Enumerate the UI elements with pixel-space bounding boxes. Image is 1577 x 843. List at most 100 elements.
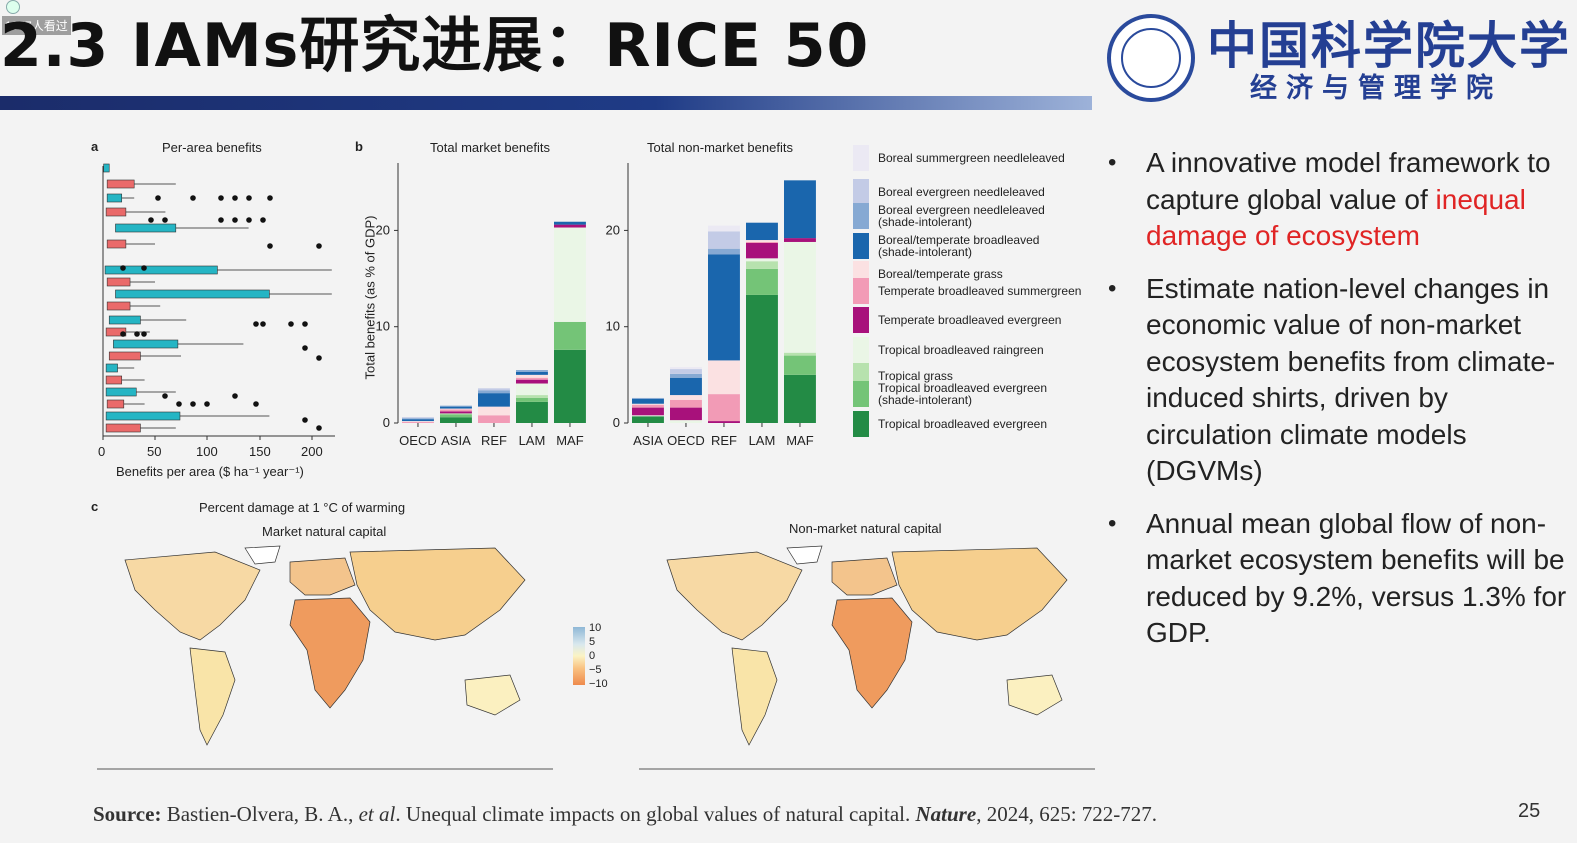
- legend-label: Tropical broadleaved evergreen: [878, 417, 1047, 431]
- bar-segment: [554, 321, 586, 350]
- bar-segment: [670, 369, 702, 374]
- legend-item: Tropical broadleaved evergreen (shade-in…: [853, 381, 1047, 407]
- bar-segment: [670, 407, 702, 421]
- panel-a-xtick-150: 150: [249, 444, 271, 459]
- legend-swatch: [853, 381, 869, 407]
- scale-tick-neg10: −10: [589, 678, 608, 690]
- legend-label: Boreal evergreen needleleaved (shade-int…: [878, 203, 1045, 229]
- country-region: [464, 674, 521, 716]
- bar-segment: [478, 406, 510, 416]
- panel-a-xtick-100: 100: [196, 444, 218, 459]
- legend-item: Boreal evergreen needleleaved (shade-int…: [853, 203, 1045, 229]
- bar-segment: [478, 415, 510, 423]
- legend-swatch: [853, 337, 869, 363]
- category-label: REF: [481, 433, 507, 448]
- page-number: 25: [1518, 800, 1541, 822]
- bar-segment: [670, 420, 702, 423]
- category-label: ASIA: [633, 433, 663, 448]
- outlier-point: [162, 217, 168, 223]
- country-region: [349, 547, 526, 641]
- box: [105, 411, 181, 421]
- outlier-point: [316, 355, 322, 361]
- panel-a-boxplot: [102, 163, 335, 440]
- category-label: LAM: [749, 433, 776, 448]
- legend-swatch: [853, 307, 869, 333]
- country-region: [831, 597, 913, 709]
- legend-item: Boreal summergreen needleleaved: [853, 145, 1065, 171]
- box: [108, 351, 141, 361]
- bar-segment: [632, 397, 664, 399]
- country-region: [786, 545, 823, 565]
- legend-label: Tropical broadleaved raingreen: [878, 343, 1044, 357]
- box: [115, 289, 270, 299]
- bar-segment: [440, 405, 472, 407]
- country-region: [189, 647, 236, 746]
- bullet-text: Annual mean global flow of non-market ec…: [1146, 507, 1567, 649]
- bar-segment: [516, 377, 548, 380]
- map-nonmarket-title: Non-market natural capital: [789, 521, 942, 536]
- outlier-point: [134, 331, 140, 337]
- bar-segment: [670, 377, 702, 396]
- y-tick-label: 20: [606, 222, 620, 237]
- legend-item: Boreal/temperate broadleaved (shade-into…: [853, 233, 1039, 259]
- outlier-point: [246, 217, 252, 223]
- slide-title: 2.3 IAMs研究进展：RICE 50: [0, 11, 870, 81]
- box: [106, 277, 131, 287]
- box: [105, 375, 123, 385]
- y-tick-label: 0: [383, 415, 390, 430]
- category-label: OECD: [667, 433, 705, 448]
- panel-a-xtick-50: 50: [147, 444, 162, 459]
- legend-label: Boreal evergreen needleleaved: [878, 185, 1045, 199]
- bar-segment: [554, 349, 586, 423]
- bar-segment: [632, 407, 664, 416]
- bar-segment: [708, 360, 740, 395]
- bar-segment: [670, 373, 702, 378]
- bar-segment: [440, 417, 472, 423]
- bar-segment: [708, 421, 740, 423]
- y-tick-label: 10: [606, 319, 620, 334]
- bullet-text: Estimate nation-level changes in economi…: [1146, 272, 1556, 487]
- outlier-point: [232, 195, 238, 201]
- box: [103, 163, 110, 173]
- nonmarket-benefits-chart: 0 10 20 ASIA OECD REF LAM MAF: [606, 163, 816, 448]
- school-name: 经济与管理学院: [1250, 73, 1502, 104]
- outlier-point: [162, 393, 168, 399]
- figure: a Per-area benefits 0 50 100 150 200 Ben…: [91, 139, 1095, 770]
- outlier-point: [260, 217, 266, 223]
- country-region: [289, 597, 371, 709]
- bar-segment: [746, 294, 778, 423]
- panel-a-letter: a: [91, 139, 99, 154]
- box: [105, 387, 137, 397]
- bar-segment: [478, 388, 510, 391]
- market-damage-map: [97, 545, 553, 770]
- bar-segment: [402, 418, 434, 420]
- university-seal-inner-ring: [1121, 28, 1181, 88]
- bar-segment: [784, 238, 816, 242]
- box: [106, 239, 127, 249]
- y-tick-label: 0: [613, 415, 620, 430]
- bar-segment: [784, 241, 816, 353]
- legend-swatch: [853, 278, 869, 304]
- bar-segment: [554, 227, 586, 322]
- source-citation: Source: Bastien-Olvera, B. A., et al. Un…: [93, 802, 1157, 827]
- y-tick-label: 20: [376, 222, 390, 237]
- bullet-list: A innovative model framework to capture …: [1108, 145, 1577, 668]
- y-tick-label: 10: [376, 319, 390, 334]
- legend-item: Tropical broadleaved raingreen: [853, 337, 1044, 363]
- country-region: [289, 557, 356, 596]
- outlier-point: [155, 195, 161, 201]
- outlier-point: [288, 321, 294, 327]
- legend-label: Tropical broadleaved evergreen (shade-in…: [878, 381, 1047, 407]
- bar-segment: [554, 224, 586, 228]
- bar-segment: [632, 415, 664, 417]
- bar-segment: [632, 416, 664, 423]
- country-region: [666, 551, 803, 641]
- bullet-item: Estimate nation-level changes in economi…: [1108, 271, 1577, 490]
- outlier-point: [253, 321, 259, 327]
- legend-swatch: [853, 203, 869, 229]
- outlier-point: [260, 321, 266, 327]
- bar-segment: [554, 221, 586, 225]
- bar-segment: [402, 417, 434, 419]
- legend-item: Tropical broadleaved evergreen: [853, 411, 1047, 437]
- box: [105, 363, 118, 373]
